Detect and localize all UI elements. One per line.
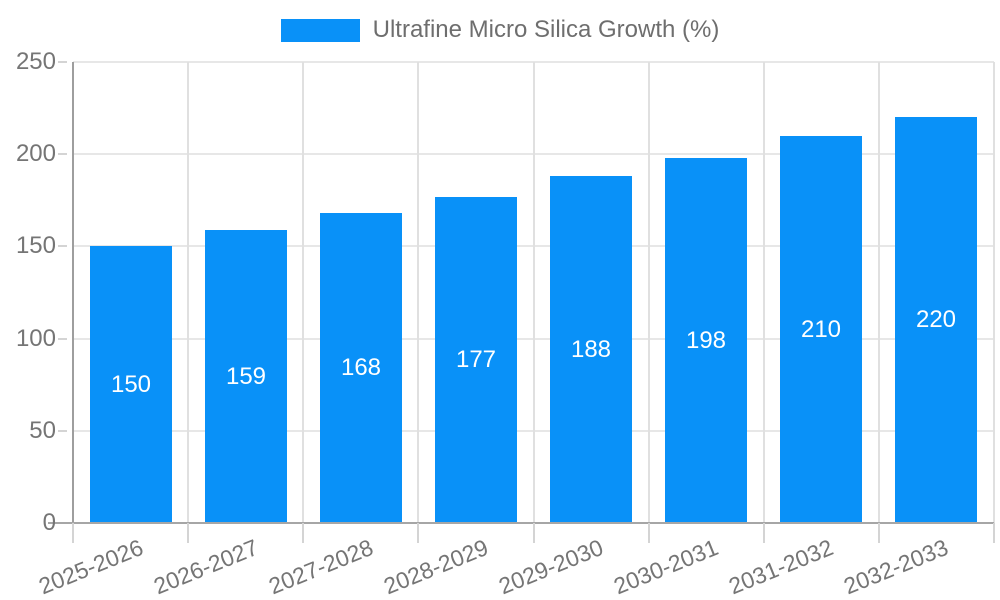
category-gridline [763, 62, 765, 523]
category-gridline [993, 62, 995, 523]
bar[interactable]: 210 [780, 136, 862, 523]
bar-value-label: 168 [340, 354, 382, 381]
y-tick [58, 337, 67, 340]
y-tick [58, 429, 67, 432]
x-tick [993, 523, 995, 543]
category-gridline [648, 62, 650, 523]
bar-value-label: 210 [800, 315, 842, 343]
x-axis-line [48, 522, 994, 524]
y-axis-label: 150 [15, 232, 56, 260]
bar-value-label: 150 [110, 370, 152, 398]
x-tick [533, 523, 535, 543]
legend-swatch-icon [280, 18, 360, 42]
bar[interactable]: 220 [895, 117, 977, 523]
bar-value-label: 177 [455, 346, 497, 373]
bar-value-label: 188 [570, 335, 612, 363]
bar[interactable]: 159 [205, 230, 287, 523]
bar-value-label: 198 [685, 326, 727, 354]
legend-label: Ultrafine Micro Silica Growth (%) [372, 16, 720, 43]
category-gridline [187, 62, 189, 523]
category-gridline [302, 62, 304, 523]
bar[interactable]: 188 [550, 176, 632, 523]
x-tick [72, 523, 74, 543]
bar-value-label: 159 [225, 362, 267, 390]
bar[interactable]: 177 [435, 197, 517, 523]
y-axis-label: 200 [15, 140, 56, 168]
x-tick [417, 523, 419, 543]
y-tick [58, 61, 67, 63]
y-axis-label: 50 [29, 416, 56, 444]
bar[interactable]: 168 [320, 213, 402, 523]
plot-area: 150 159 168 177 188 198 210 220 [73, 61, 995, 523]
x-tick [187, 523, 189, 543]
x-tick [763, 523, 765, 543]
y-tick [58, 245, 67, 248]
bar[interactable]: 150 [90, 246, 172, 523]
category-gridline [878, 62, 880, 523]
bar[interactable]: 198 [665, 158, 747, 523]
category-gridline [417, 62, 419, 523]
x-tick [648, 523, 650, 543]
bar-value-label: 220 [915, 306, 957, 333]
category-gridline [533, 62, 535, 523]
legend[interactable]: Ultrafine Micro Silica Growth (%) [0, 16, 1000, 44]
y-axis-label: 250 [15, 48, 56, 75]
y-axis-label: 100 [15, 324, 56, 352]
y-axis-label: 0 [42, 509, 56, 536]
x-tick [878, 523, 880, 543]
x-tick [302, 523, 304, 543]
y-tick [58, 153, 67, 156]
y-axis-line [72, 62, 74, 523]
